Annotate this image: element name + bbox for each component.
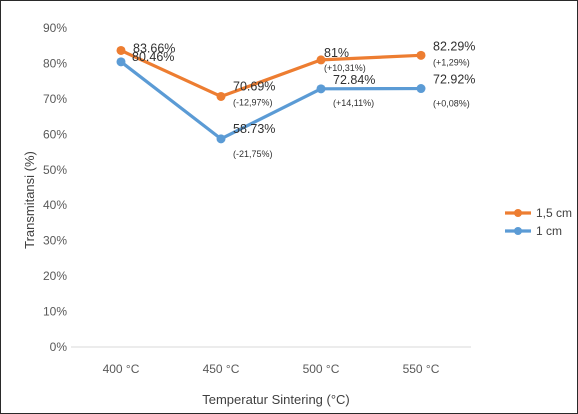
x-tick-label: 550 °C: [403, 362, 440, 376]
data-sublabel: (-21,75%): [233, 149, 273, 159]
x-axis-title: Temperatur Sintering (°C): [202, 392, 350, 407]
data-point: [216, 91, 226, 101]
data-label: 81%: [324, 46, 349, 60]
series-layer: [116, 45, 426, 144]
data-label: 72.92%: [433, 73, 475, 87]
y-tick-label: 20%: [43, 269, 67, 283]
data-point: [116, 45, 126, 55]
y-axis-title: Transmitansi (%): [22, 151, 37, 249]
y-tick-label: 90%: [43, 21, 67, 35]
y-tick-label: 50%: [43, 163, 67, 177]
data-label: 82.29%: [433, 39, 475, 53]
y-tick-label: 70%: [43, 92, 67, 106]
y-tick-label: 0%: [50, 340, 68, 354]
data-sublabel: (-12,97%): [233, 97, 273, 107]
x-tick-label: 450 °C: [203, 362, 240, 376]
data-label-layer: 83.66% 70.69% (-12,97%) 81% (+10,31%) 82.29% (…: [132, 39, 475, 159]
data-point: [316, 55, 326, 65]
legend: 1,5 cm 1 cm: [505, 206, 572, 238]
data-point: [216, 134, 226, 144]
axis-layer: 0% 10% 20% 30% 40% 50% 60% 70% 80% 90% 400 °C 450 °…: [43, 21, 471, 376]
y-tick-label: 60%: [43, 127, 67, 141]
data-label: 80.46%: [132, 50, 174, 64]
data-label: 83.66%: [133, 41, 175, 55]
series-line-0: [119, 48, 423, 99]
data-label: 72.84%: [333, 73, 375, 87]
y-tick-label: 30%: [43, 234, 67, 248]
series-line-1: [119, 60, 423, 141]
data-point: [116, 57, 126, 67]
data-label: 58.73%: [233, 122, 275, 136]
data-label: 70.69%: [233, 79, 275, 93]
legend-swatch-marker: [514, 209, 522, 217]
data-point: [416, 50, 426, 60]
data-sublabel: (+10,31%): [324, 63, 366, 73]
data-point: [416, 84, 426, 94]
legend-label: 1,5 cm: [536, 206, 572, 220]
y-tick-label: 10%: [43, 305, 67, 319]
data-sublabel: (+1,29%): [433, 57, 470, 67]
data-point: [316, 84, 326, 94]
y-tick-label: 80%: [43, 56, 67, 70]
legend-label: 1 cm: [536, 224, 562, 238]
legend-swatch-marker: [514, 227, 522, 235]
y-tick-label: 40%: [43, 198, 67, 212]
data-sublabel: (+0,08%): [433, 99, 470, 109]
x-tick-label: 500 °C: [303, 362, 340, 376]
x-tick-label: 400 °C: [103, 362, 140, 376]
data-sublabel: (+14,11%): [333, 98, 374, 108]
